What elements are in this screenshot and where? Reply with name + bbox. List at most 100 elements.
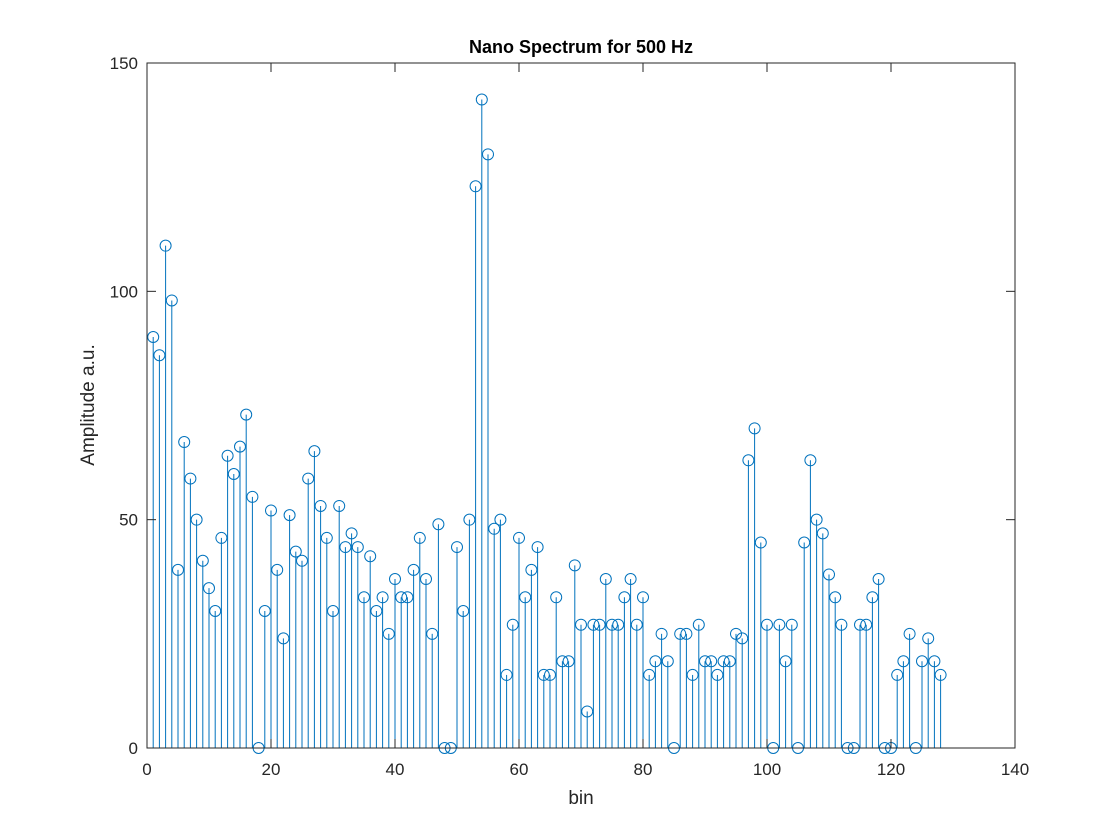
stem-marker <box>891 668 904 681</box>
stem-marker <box>283 509 296 522</box>
stem-marker <box>240 408 253 421</box>
stem-marker <box>699 655 711 668</box>
stem-marker <box>234 440 246 453</box>
stem-marker <box>705 655 718 668</box>
stem-marker <box>482 148 494 161</box>
stem-marker <box>916 655 928 668</box>
stem-marker <box>823 568 835 581</box>
stem-marker <box>593 618 606 631</box>
stem-marker <box>184 472 197 485</box>
stem-marker <box>581 705 594 718</box>
axes-group: 0 20 40 60 80 100 120 140 0 50 100 150 <box>110 54 1030 779</box>
stem-marker <box>271 563 284 576</box>
stems-group <box>147 93 947 754</box>
stem-marker <box>934 668 947 681</box>
stem-marker <box>835 618 848 631</box>
stem-marker <box>451 541 463 554</box>
stem-marker <box>358 591 370 604</box>
stem-marker <box>469 180 482 193</box>
stem-marker <box>525 563 538 576</box>
stem-marker <box>661 655 674 668</box>
stem-marker <box>624 573 637 586</box>
stem-marker <box>556 655 569 668</box>
stem-marker <box>308 445 321 458</box>
stem-marker <box>463 513 476 526</box>
stem-marker <box>779 655 792 668</box>
stem-marker <box>221 449 234 462</box>
stem-marker <box>804 454 817 467</box>
stem-marker <box>643 668 656 681</box>
stem-marker <box>544 668 556 681</box>
stem-marker <box>227 468 240 480</box>
stem-marker <box>190 513 203 526</box>
stem-marker <box>209 605 222 617</box>
x-axis-label: bin <box>568 788 593 809</box>
stem-marker <box>612 618 625 631</box>
x-tick-label: 40 <box>386 760 405 779</box>
stem-marker <box>153 349 166 362</box>
stem-marker <box>903 627 916 640</box>
stem-marker <box>854 618 866 631</box>
stem-marker <box>736 632 749 645</box>
y-tick-label: 0 <box>129 739 138 758</box>
stem-marker <box>599 573 612 586</box>
stem-marker <box>333 499 346 512</box>
y-axis-label: Amplitude a.u. <box>78 344 99 465</box>
stem-marker <box>345 527 358 540</box>
stem-marker <box>717 655 730 668</box>
stem-marker <box>637 591 649 604</box>
stem-marker <box>296 554 308 567</box>
stem-marker <box>692 618 705 631</box>
y-tick-label: 100 <box>110 282 138 301</box>
stem-marker <box>376 591 389 604</box>
stem-marker <box>302 472 315 485</box>
stem-marker <box>816 527 829 540</box>
y-tick-label: 150 <box>110 54 138 73</box>
x-tick-label: 80 <box>634 760 653 779</box>
stem-marker <box>382 627 395 640</box>
stem-marker <box>798 536 811 549</box>
x-tick-label: 20 <box>262 760 281 779</box>
x-tick-label: 120 <box>877 760 905 779</box>
stem-marker <box>531 541 544 554</box>
x-tick-label: 0 <box>142 760 151 779</box>
stem-marker <box>215 531 228 544</box>
stem-marker <box>178 436 191 449</box>
stem-marker <box>500 668 513 681</box>
stem-marker <box>351 541 364 554</box>
stem-marker <box>513 531 525 544</box>
stem-marker <box>829 591 842 604</box>
stem-marker <box>165 294 178 307</box>
stem-marker <box>420 573 432 586</box>
stem-marker <box>265 504 277 517</box>
stem-marker <box>575 618 587 631</box>
x-tick-label: 140 <box>1001 760 1029 779</box>
stem-marker <box>928 655 941 668</box>
stem-marker <box>364 550 377 563</box>
stem-marker <box>395 591 408 604</box>
stem-marker <box>872 573 885 586</box>
stem-marker <box>494 513 507 526</box>
stem-marker <box>401 591 414 604</box>
stem-marker <box>327 605 339 617</box>
stem-marker <box>246 490 259 503</box>
stem-marker <box>339 541 352 554</box>
stem-marker <box>742 454 755 467</box>
stem-marker <box>587 618 600 631</box>
stem-marker <box>320 531 333 544</box>
stem-marker <box>407 563 420 576</box>
stem-marker <box>761 618 773 631</box>
stem-marker <box>413 531 426 544</box>
stem-marker <box>159 239 172 252</box>
stem-marker <box>426 627 439 640</box>
y-tick-label: 50 <box>119 511 138 530</box>
stem-marker <box>506 618 519 631</box>
stem-marker <box>866 591 879 604</box>
stem-marker <box>649 655 662 668</box>
stem-marker <box>203 582 215 595</box>
axes-box <box>146 62 1016 749</box>
stem-marker <box>147 331 160 343</box>
stem-marker <box>550 591 563 604</box>
stem-marker <box>754 536 767 549</box>
stem-marker <box>606 618 618 631</box>
